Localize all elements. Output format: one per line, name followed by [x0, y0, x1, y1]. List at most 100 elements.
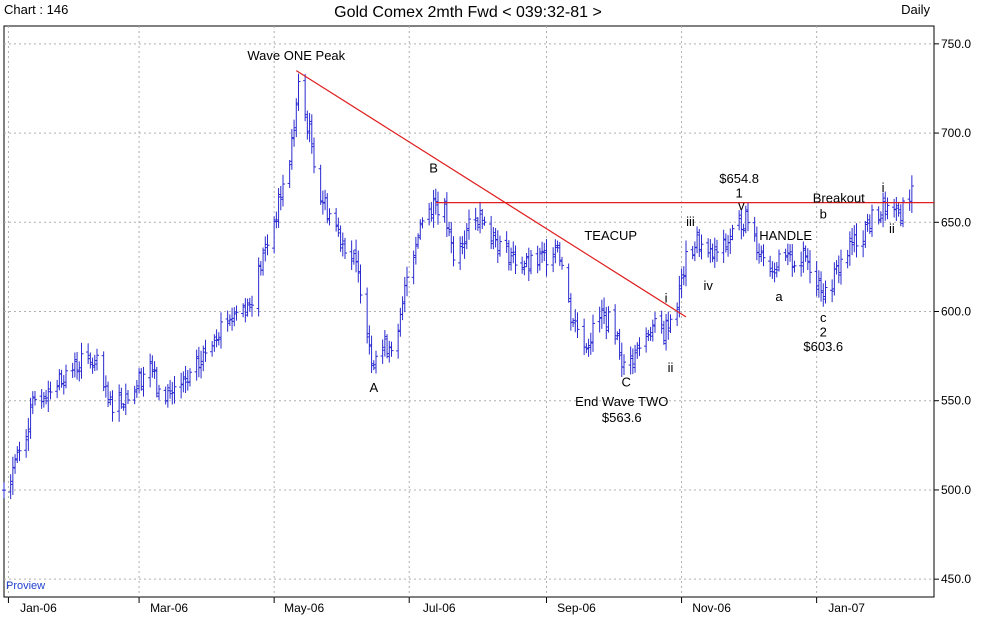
ohlc-bar: [380, 339, 385, 364]
ohlc-bar: [710, 243, 715, 263]
ohlc-bar: [230, 307, 235, 331]
ohlc-bar: [637, 337, 642, 357]
ohlc-bar: [644, 327, 649, 353]
ohlc-bar: [416, 233, 421, 249]
ohlc-bar: [292, 119, 297, 147]
annotation-label: $563.6: [602, 410, 642, 425]
ohlc-bar: [743, 205, 748, 234]
ohlc-bar: [28, 397, 33, 439]
ohlc-bar: [801, 241, 806, 273]
ohlc-bar: [117, 384, 122, 422]
ohlc-bar: [340, 232, 345, 257]
ohlc-bar: [746, 202, 750, 232]
ohlc-bar: [309, 114, 314, 154]
ohlc-bar: [555, 240, 560, 253]
ohlc-bar: [367, 325, 372, 355]
ohlc-bar: [327, 208, 332, 226]
ohlc-bar: [850, 228, 855, 256]
ohlc-bar: [420, 217, 425, 229]
ohlc-bar: [772, 262, 777, 283]
ohlc-bar: [334, 207, 339, 232]
ohlc-bar: [504, 231, 509, 253]
annotation-label: $603.6: [803, 339, 843, 354]
ohlc-bar: [737, 210, 742, 231]
ohlc-bar: [526, 247, 531, 282]
ohlc-bar: [792, 260, 797, 273]
ohlc-bar: [847, 231, 852, 266]
ohlc-bar: [699, 234, 704, 260]
x-tick-label: Mar-06: [150, 601, 188, 615]
annotation-label: HANDLE: [759, 228, 812, 243]
ohlc-bar: [365, 287, 370, 344]
ohlc-bar: [46, 380, 51, 412]
ohlc-bar: [121, 403, 126, 411]
ohlc-bar: [883, 191, 888, 221]
ohlc-bar: [278, 185, 283, 211]
ohlc-bar: [41, 392, 46, 408]
ohlc-bar: [382, 330, 387, 357]
ohlc-bar: [741, 223, 746, 237]
ohlc-bar: [369, 335, 374, 373]
ohlc-bar: [898, 204, 903, 227]
x-tick-label: Jul-06: [423, 601, 456, 615]
ohlc-bar: [305, 110, 310, 140]
ohlc-bar: [805, 248, 810, 271]
ohlc-bar: [17, 441, 22, 462]
ohlc-bar: [509, 247, 514, 271]
ohlc-bar: [799, 251, 804, 277]
grid: [4, 26, 934, 597]
ohlc-bar: [303, 74, 308, 122]
ohlc-bar: [356, 250, 361, 283]
ohlc-bar: [168, 380, 173, 399]
ohlc-bar: [95, 348, 99, 371]
annotation-label: iv: [703, 278, 713, 293]
ohlc-bar: [675, 302, 680, 327]
ohlc-bar: [320, 190, 325, 215]
y-tick-label: 750.0: [941, 37, 971, 51]
ohlc-bar: [839, 249, 843, 285]
ohlc-bar: [276, 188, 281, 228]
ohlc-bar: [152, 361, 157, 379]
ohlc-bar: [551, 247, 556, 273]
ohlc-bar: [272, 216, 277, 254]
ohlc-bar: [599, 299, 604, 329]
ohlc-bar: [635, 342, 640, 359]
ohlc-bar: [33, 391, 37, 406]
ohlc-bar: [803, 245, 808, 262]
chart-number: Chart : 146: [4, 2, 69, 17]
ohlc-bar: [460, 236, 465, 255]
ohlc-bar: [830, 279, 835, 303]
ohlc-bar: [263, 236, 268, 262]
ohlc-bar: [752, 216, 757, 242]
ohlc-bar: [661, 320, 666, 345]
ohlc-bar: [134, 380, 139, 398]
ohlc-bar: [511, 241, 516, 264]
chart-period: Daily: [901, 2, 930, 17]
annotation-label: ii: [668, 360, 674, 375]
ohlc-bar: [86, 343, 91, 364]
ohlc-bar: [865, 213, 870, 232]
ohlc-bar: [256, 257, 261, 317]
ohlc-bar: [633, 344, 638, 373]
ohlc-bar: [451, 236, 456, 267]
ohlc-bar: [30, 391, 35, 415]
ohlc-bar: [529, 249, 533, 275]
ohlc-bar: [537, 247, 542, 271]
annotation-label: $654.8: [719, 171, 759, 186]
ohlc-bar: [351, 249, 356, 265]
ohlc-bar: [668, 314, 673, 333]
ohlc-bar: [480, 209, 485, 229]
ohlc-bar: [506, 240, 511, 271]
ohlc-bar: [834, 260, 839, 275]
proview-watermark: Proview: [6, 580, 46, 592]
ohlc-bar: [201, 345, 206, 372]
ohlc-bar: [464, 223, 469, 250]
ohlc-bar: [867, 214, 872, 234]
ohlc-bar: [429, 201, 434, 222]
ohlc-bar: [597, 306, 602, 333]
ohlc-bar: [836, 255, 841, 284]
ohlc-bar: [790, 244, 795, 277]
ohlc-bar: [15, 446, 20, 464]
ohlc-bar: [307, 113, 312, 143]
